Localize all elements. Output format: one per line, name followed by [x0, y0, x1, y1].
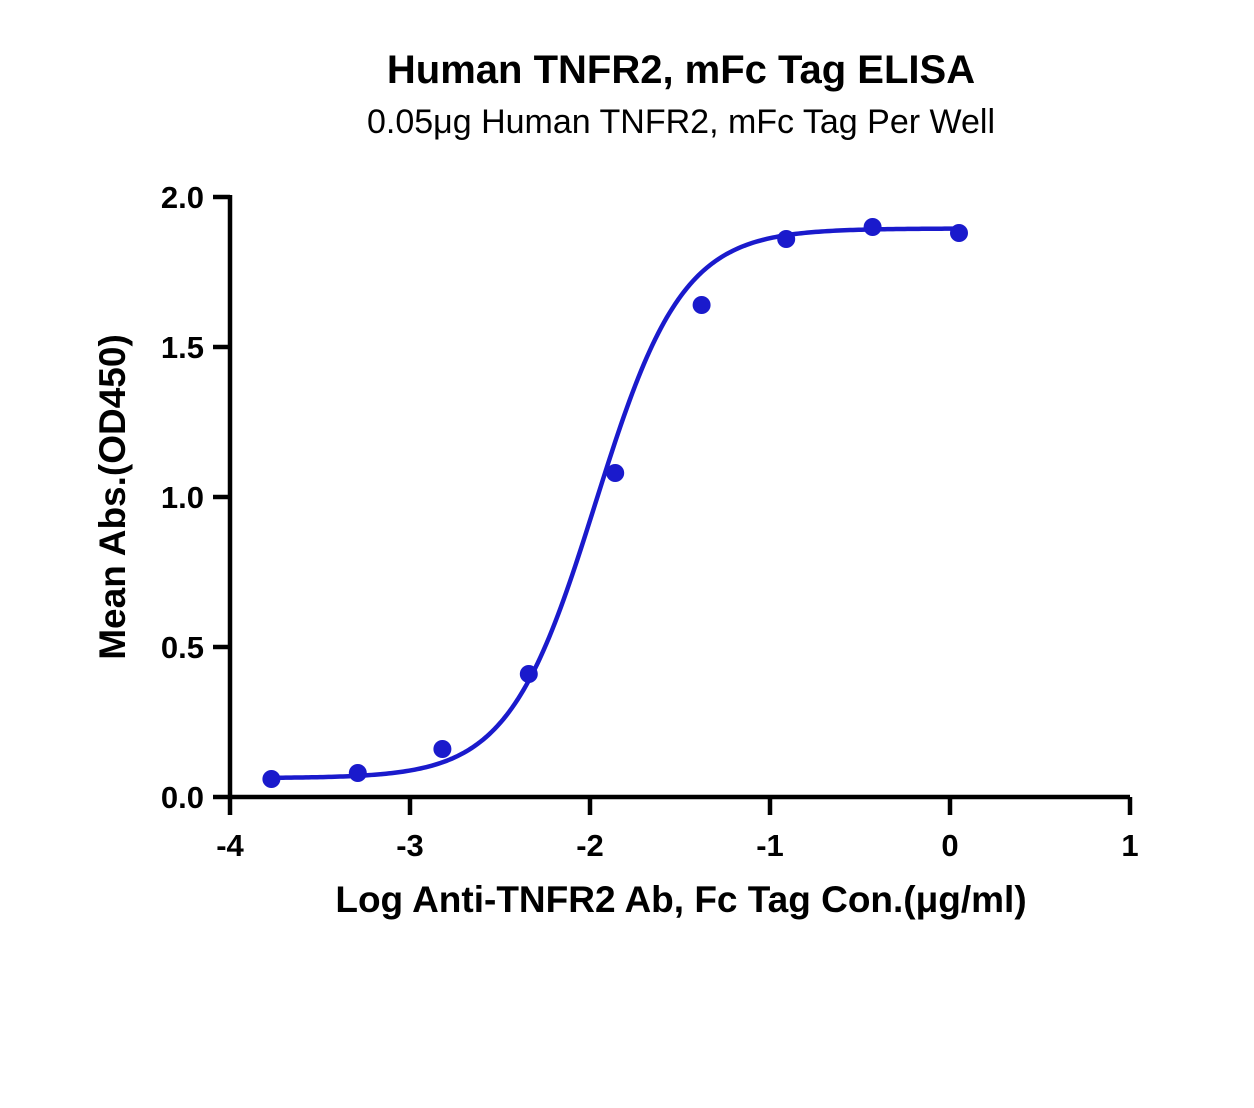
x-tick-label: -1 — [756, 828, 784, 863]
y-ticks: 0.0 0.5 1.0 1.5 2.0 — [161, 180, 230, 815]
y-tick-label: 2.0 — [161, 180, 204, 215]
y-tick-label: 0.5 — [161, 630, 204, 665]
x-tick-label: 1 — [1121, 828, 1138, 863]
x-tick-label: -4 — [216, 828, 244, 863]
data-point — [692, 296, 711, 314]
data-points — [262, 218, 968, 788]
chart-title: Human TNFR2, mFc Tag ELISA — [387, 48, 975, 92]
chart-subtitle: 0.05μg Human TNFR2, mFc Tag Per Well — [367, 103, 995, 141]
y-tick-label: 0.0 — [161, 780, 204, 815]
x-axis-label: Log Anti-TNFR2 Ab, Fc Tag Con.(μg/ml) — [335, 879, 1026, 920]
data-point — [606, 464, 625, 482]
data-point — [262, 770, 281, 788]
data-point — [519, 665, 538, 683]
y-axis-label: Mean Abs.(OD450) — [92, 334, 133, 660]
y-tick-label: 1.0 — [161, 480, 204, 515]
x-tick-label: -2 — [576, 828, 604, 863]
data-point — [348, 764, 367, 782]
data-point — [777, 230, 796, 248]
y-tick-label: 1.5 — [161, 330, 204, 365]
data-point — [863, 218, 882, 236]
x-ticks: -4 -3 -2 -1 0 1 — [216, 797, 1139, 863]
data-point — [950, 224, 968, 242]
data-point — [433, 740, 452, 758]
x-tick-label: -3 — [396, 828, 424, 863]
x-tick-label: 0 — [941, 828, 958, 863]
fit-curve — [271, 226, 960, 781]
